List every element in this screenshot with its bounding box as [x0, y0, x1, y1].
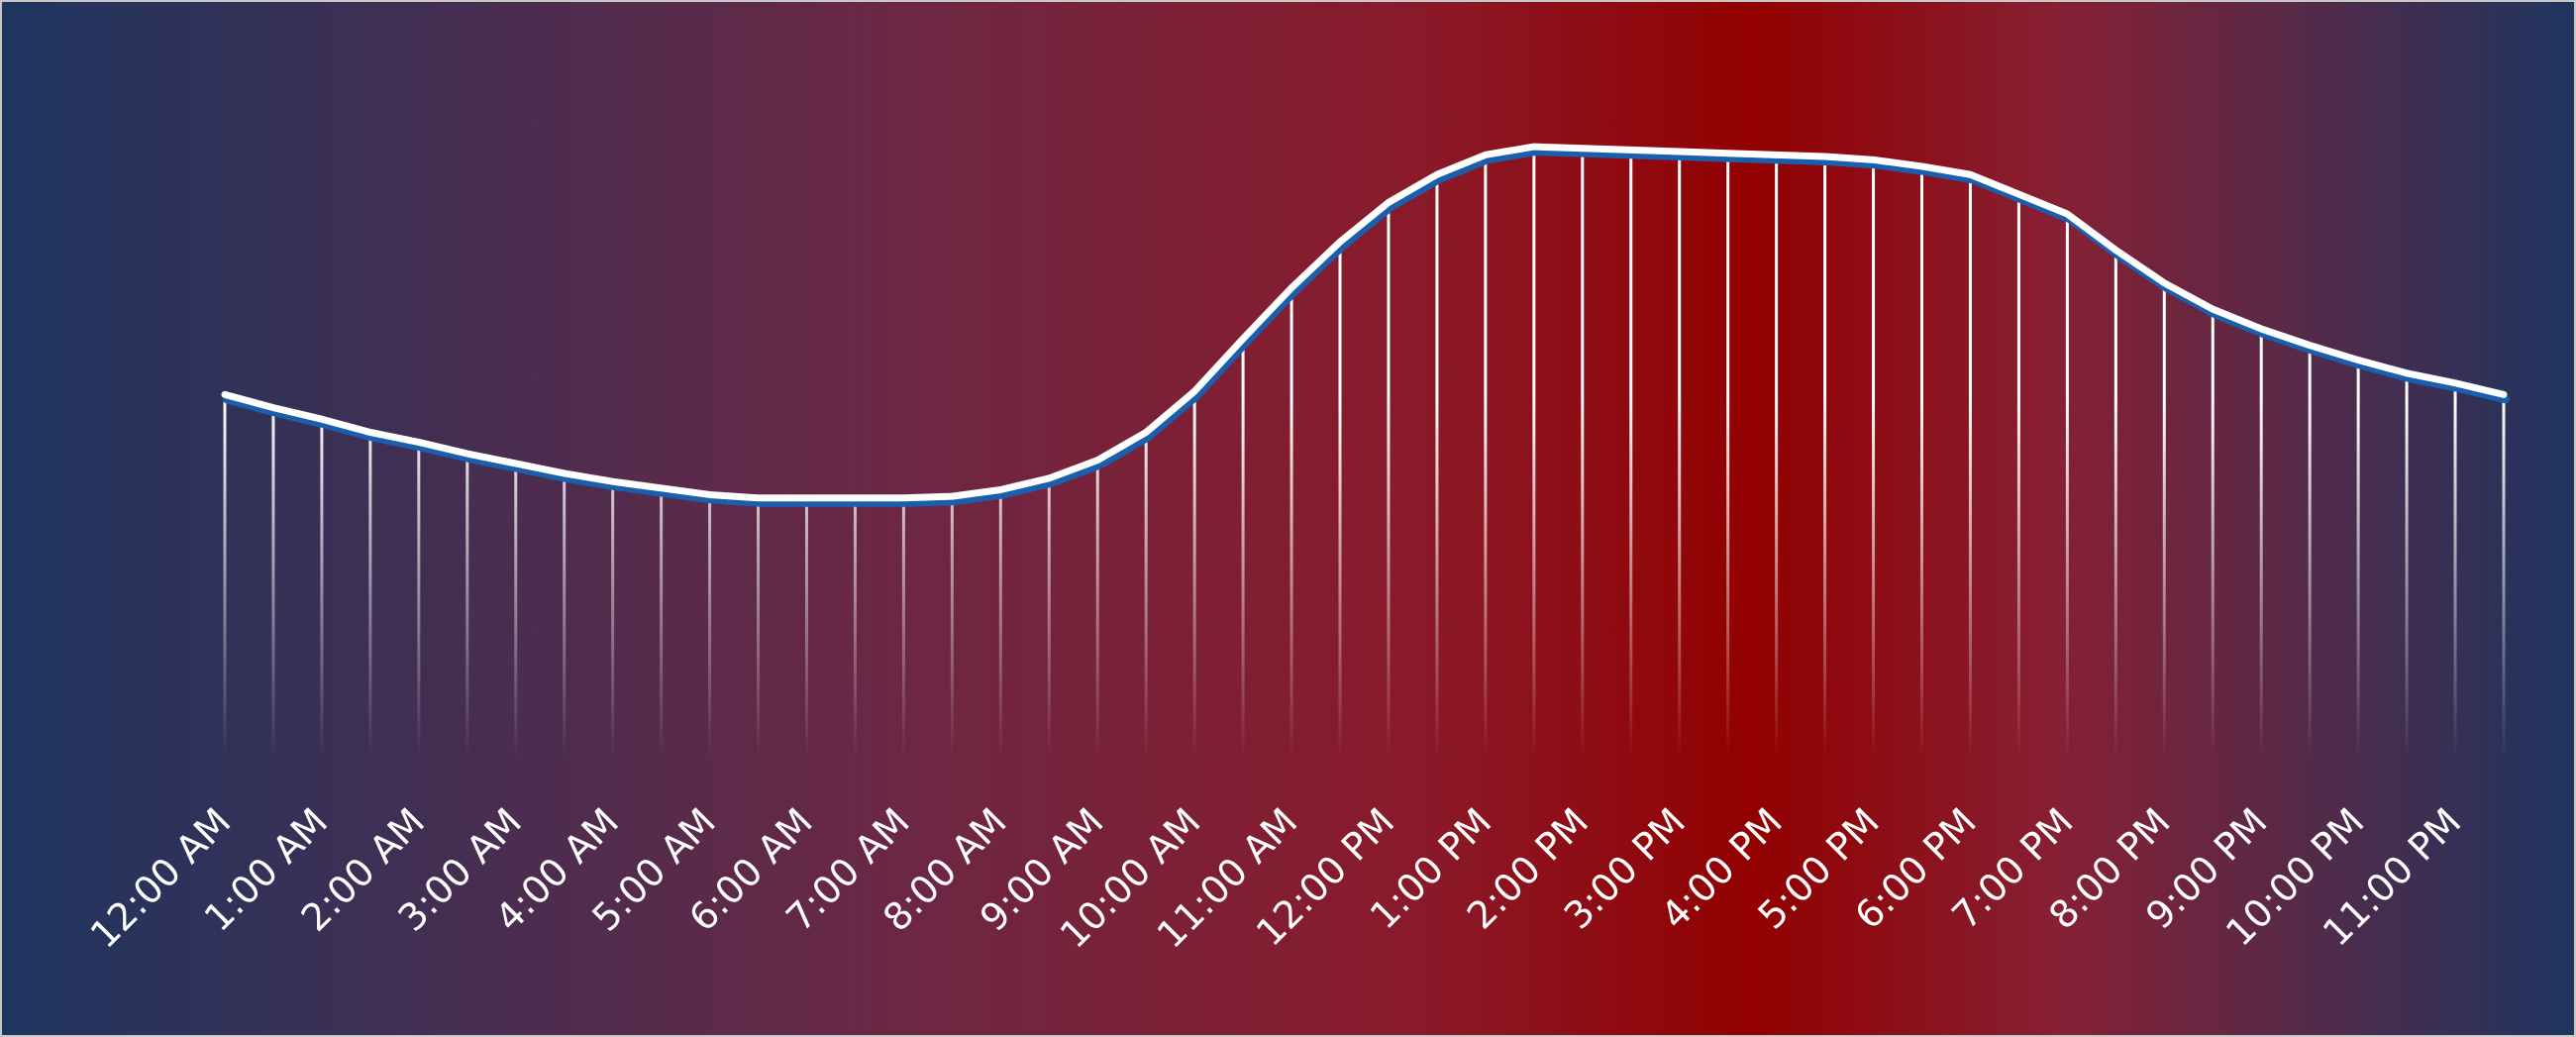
line — [221, 143, 2508, 502]
